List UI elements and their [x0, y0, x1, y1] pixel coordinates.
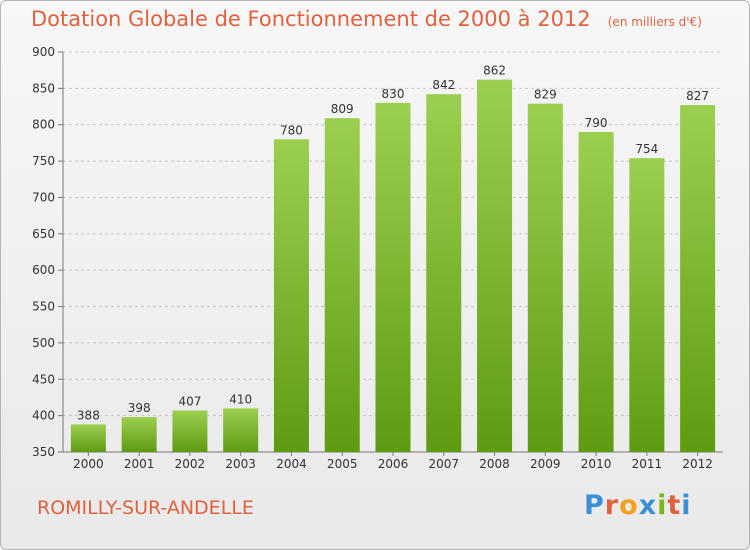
- x-tick-label: 2000: [73, 457, 104, 471]
- x-tick-label: 2002: [175, 457, 206, 471]
- x-tick-label: 2008: [479, 457, 510, 471]
- bar: [527, 103, 563, 453]
- y-tick-label: 550: [32, 300, 55, 314]
- x-tick-label: 2004: [276, 457, 307, 471]
- data-label: 862: [483, 64, 506, 78]
- y-tick-label: 800: [32, 118, 55, 132]
- bar: [477, 79, 513, 453]
- x-tick-label: 2009: [530, 457, 561, 471]
- y-tick-label: 450: [32, 372, 55, 386]
- bar: [121, 417, 157, 452]
- x-tick-label: 2003: [225, 457, 256, 471]
- bar: [578, 132, 614, 452]
- y-tick-label: 750: [32, 154, 55, 168]
- bar: [70, 424, 106, 452]
- y-tick-label: 350: [32, 445, 55, 459]
- x-tick-label: 2006: [378, 457, 409, 471]
- proxiti-logo[interactable]: Proxiti: [584, 490, 692, 521]
- x-tick-label: 2007: [428, 457, 459, 471]
- y-tick-label: 600: [32, 263, 55, 277]
- data-label: 407: [178, 395, 201, 409]
- bar: [426, 94, 462, 452]
- chart-title: Dotation Globale de Fonctionnement de 20…: [31, 7, 702, 31]
- bar: [680, 105, 716, 452]
- x-tick-label: 2012: [682, 457, 713, 471]
- logo-letter: i: [681, 490, 692, 521]
- data-label: 388: [77, 408, 100, 422]
- bar: [375, 102, 411, 452]
- y-tick-label: 900: [32, 45, 55, 59]
- x-tick-label: 2005: [327, 457, 358, 471]
- logo-letter: P: [584, 490, 605, 521]
- chart-title-main: Dotation Globale de Fonctionnement de 20…: [31, 7, 591, 31]
- x-tick-label: 2011: [632, 457, 663, 471]
- bar: [223, 408, 259, 452]
- data-label: 398: [128, 401, 151, 415]
- data-label: 827: [686, 89, 709, 103]
- data-label: 410: [229, 392, 252, 406]
- data-label: 754: [635, 142, 658, 156]
- y-tick-label: 500: [32, 336, 55, 350]
- bar: [273, 139, 309, 453]
- x-tick-label: 2001: [124, 457, 155, 471]
- data-label: 780: [280, 123, 303, 137]
- logo-letter: i: [657, 490, 668, 521]
- y-tick-label: 650: [32, 227, 55, 241]
- data-label: 790: [585, 116, 608, 130]
- chart-title-unit: (en milliers d'€): [607, 15, 702, 29]
- y-tick-label: 700: [32, 190, 55, 204]
- logo-letter: r: [604, 490, 620, 521]
- data-label: 809: [331, 102, 354, 116]
- data-label: 829: [534, 88, 557, 102]
- logo-letter: x: [638, 490, 658, 521]
- bar: [324, 118, 360, 452]
- data-label: 842: [432, 78, 455, 92]
- logo-letter: o: [619, 490, 639, 521]
- y-tick-label: 400: [32, 409, 55, 423]
- y-tick-label: 850: [32, 81, 55, 95]
- commune-name: ROMILLY-SUR-ANDELLE: [37, 497, 254, 519]
- data-label: 830: [382, 87, 405, 101]
- x-tick-label: 2010: [581, 457, 612, 471]
- bar: [629, 158, 665, 452]
- logo-letter: t: [667, 490, 682, 521]
- bar: [172, 410, 208, 452]
